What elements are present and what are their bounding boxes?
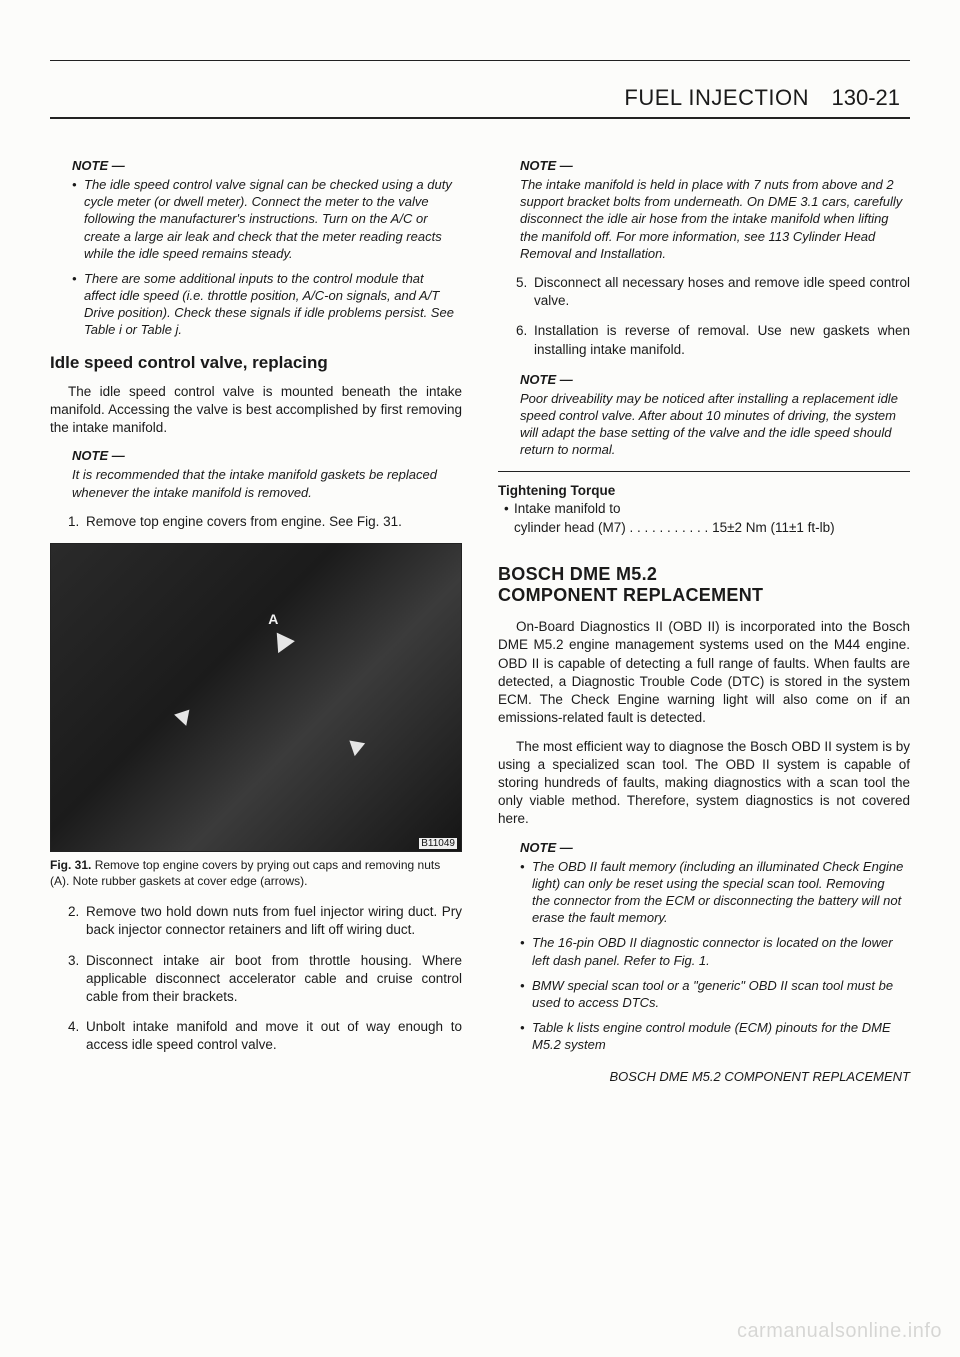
note-item: The OBD II fault memory (including an il…: [520, 858, 906, 927]
torque-heading: Tightening Torque: [498, 482, 910, 501]
torque-list: Intake manifold to cylinder head (M7) . …: [504, 500, 910, 538]
note-heading: NOTE —: [520, 371, 906, 388]
step-item: Unbolt intake manifold and move it out o…: [68, 1018, 462, 1054]
figure-caption: Fig. 31. Remove top engine covers by pry…: [50, 858, 462, 889]
note-block-4: NOTE — Poor driveability may be noticed …: [520, 371, 906, 459]
note-item: BMW special scan tool or a "generic" OBD…: [520, 977, 906, 1011]
figure-caption-text: Remove top engine covers by prying out c…: [50, 858, 440, 888]
major-heading-line1: BOSCH DME M5.2: [498, 564, 910, 585]
two-column-layout: NOTE — The idle speed control valve sign…: [50, 147, 910, 1084]
step-item: Disconnect intake air boot from throttle…: [68, 952, 462, 1007]
figure-label-a: A: [268, 611, 278, 627]
note-list: The OBD II fault memory (including an il…: [520, 858, 906, 1054]
step-item: Disconnect all necessary hoses and remov…: [516, 274, 910, 310]
body-paragraph: The idle speed control valve is mounted …: [50, 383, 462, 438]
right-column: NOTE — The intake manifold is held in pl…: [498, 147, 910, 1084]
body-paragraph: On-Board Diagnostics II (OBD II) is inco…: [498, 618, 910, 727]
figure-caption-label: Fig. 31.: [50, 858, 91, 872]
page-header: FUEL INJECTION 130-21: [50, 85, 910, 111]
note-block-2: NOTE — It is recommended that the intake…: [72, 447, 458, 500]
major-heading-line2: COMPONENT REPLACEMENT: [498, 585, 910, 606]
step-item: Installation is reverse of removal. Use …: [516, 322, 910, 358]
note-block-1: NOTE — The idle speed control valve sign…: [72, 157, 458, 339]
body-paragraph: The most efficient way to diagnose the B…: [498, 738, 910, 829]
note-heading: NOTE —: [72, 447, 458, 464]
subheading-idle-speed: Idle speed control valve, replacing: [50, 353, 462, 373]
footer-section-label: BOSCH DME M5.2 COMPONENT REPLACEMENT: [498, 1069, 910, 1084]
note-item: The 16-pin OBD II diagnostic connector i…: [520, 934, 906, 968]
note-block-3: NOTE — The intake manifold is held in pl…: [520, 157, 906, 262]
note-block-5: NOTE — The OBD II fault memory (includin…: [520, 839, 906, 1054]
left-column: NOTE — The idle speed control valve sign…: [50, 147, 462, 1084]
header-page-number: 130-21: [831, 85, 900, 111]
header-section: FUEL INJECTION: [624, 85, 809, 111]
watermark: carmanualsonline.info: [737, 1320, 942, 1343]
tightening-torque-block: Tightening Torque Intake manifold to cyl…: [498, 482, 910, 539]
figure-arrow-icon: [270, 633, 296, 658]
step-item: Remove two hold down nuts from fuel inje…: [68, 903, 462, 939]
note-item: The idle speed control valve signal can …: [72, 176, 458, 262]
note-list: The idle speed control valve signal can …: [72, 176, 458, 338]
torque-item-value: cylinder head (M7) . . . . . . . . . . .…: [514, 520, 835, 535]
divider: [498, 471, 910, 472]
step-item: Remove top engine covers from engine. Se…: [68, 513, 462, 531]
figure-arrow-icon: [347, 741, 365, 758]
figure-photo-id: B11049: [419, 838, 457, 849]
note-heading: NOTE —: [520, 839, 906, 856]
note-body: Poor driveability may be noticed after i…: [520, 390, 906, 459]
figure-arrow-icon: [174, 709, 194, 728]
procedure-steps-2-4: Remove two hold down nuts from fuel inje…: [68, 903, 462, 1055]
note-heading: NOTE —: [72, 157, 458, 174]
top-rule: [50, 60, 910, 61]
note-body: The intake manifold is held in place wit…: [520, 176, 906, 262]
figure-31-engine-photo: A B11049: [50, 543, 462, 852]
torque-item: Intake manifold to cylinder head (M7) . …: [504, 500, 910, 538]
note-heading: NOTE —: [520, 157, 906, 174]
procedure-steps-5-6: Disconnect all necessary hoses and remov…: [516, 274, 910, 359]
torque-item-label: Intake manifold to: [514, 501, 621, 516]
note-item: Table k lists engine control module (ECM…: [520, 1019, 906, 1053]
note-item: There are some additional inputs to the …: [72, 270, 458, 339]
procedure-steps-1: Remove top engine covers from engine. Se…: [68, 513, 462, 531]
header-rule: [50, 117, 910, 119]
note-body: It is recommended that the intake manifo…: [72, 466, 458, 500]
